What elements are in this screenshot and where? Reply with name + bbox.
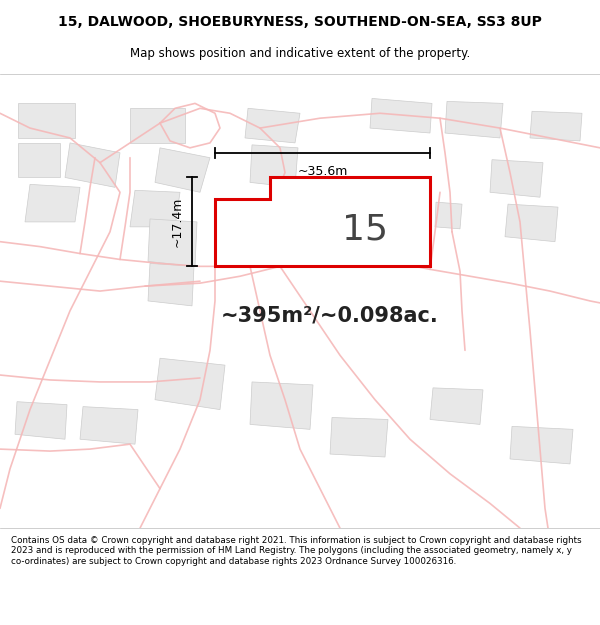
Polygon shape <box>25 184 80 222</box>
Polygon shape <box>430 388 483 424</box>
Text: ~35.6m: ~35.6m <box>298 164 347 177</box>
Text: Map shows position and indicative extent of the property.: Map shows position and indicative extent… <box>130 47 470 59</box>
Polygon shape <box>245 108 300 143</box>
Polygon shape <box>490 159 543 198</box>
Polygon shape <box>330 418 388 457</box>
Polygon shape <box>370 99 432 133</box>
Polygon shape <box>130 108 185 143</box>
Polygon shape <box>215 177 430 266</box>
Polygon shape <box>80 407 138 444</box>
Polygon shape <box>155 148 210 192</box>
Polygon shape <box>130 190 180 227</box>
Polygon shape <box>250 382 313 429</box>
Text: ~17.4m: ~17.4m <box>171 197 184 247</box>
Text: Contains OS data © Crown copyright and database right 2021. This information is : Contains OS data © Crown copyright and d… <box>11 536 581 566</box>
Polygon shape <box>18 143 60 177</box>
Polygon shape <box>505 204 558 242</box>
Polygon shape <box>148 263 194 306</box>
Polygon shape <box>435 202 462 229</box>
Text: 15: 15 <box>342 213 388 247</box>
Polygon shape <box>15 402 67 439</box>
Text: ~395m²/~0.098ac.: ~395m²/~0.098ac. <box>221 306 439 326</box>
Polygon shape <box>65 143 120 188</box>
Polygon shape <box>445 101 503 138</box>
Polygon shape <box>155 358 225 409</box>
Polygon shape <box>510 426 573 464</box>
Polygon shape <box>18 103 75 138</box>
Polygon shape <box>530 111 582 141</box>
Text: 15, DALWOOD, SHOEBURYNESS, SOUTHEND-ON-SEA, SS3 8UP: 15, DALWOOD, SHOEBURYNESS, SOUTHEND-ON-S… <box>58 15 542 29</box>
Polygon shape <box>148 219 197 266</box>
Polygon shape <box>250 145 298 188</box>
